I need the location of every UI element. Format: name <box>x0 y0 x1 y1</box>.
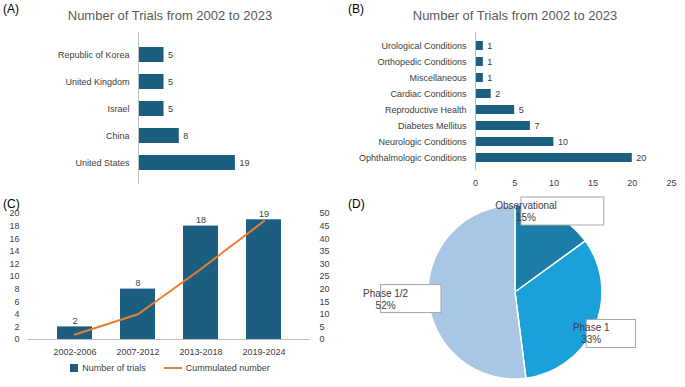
svg-text:Observational15%: Observational15% <box>495 200 557 223</box>
svg-text:25: 25 <box>666 178 676 188</box>
svg-text:14: 14 <box>9 246 19 256</box>
svg-text:18: 18 <box>196 215 206 225</box>
svg-text:1: 1 <box>487 73 492 83</box>
svg-text:Cardiac Conditions: Cardiac Conditions <box>390 89 467 99</box>
svg-text:8: 8 <box>14 284 19 294</box>
svg-text:8: 8 <box>183 131 188 141</box>
svg-text:Diabetes Mellitus: Diabetes Mellitus <box>398 121 467 131</box>
svg-text:25: 25 <box>320 271 330 281</box>
svg-text:10: 10 <box>558 137 568 147</box>
html-text:(C): (C) <box>3 197 20 211</box>
svg-text:2002-2006: 2002-2006 <box>53 347 96 357</box>
html-text:(D): (D) <box>348 197 365 211</box>
svg-text:0: 0 <box>14 334 19 344</box>
svg-text:Ophthalmologic Conditions: Ophthalmologic Conditions <box>359 153 467 163</box>
svg-text:16: 16 <box>9 234 19 244</box>
svg-text:0: 0 <box>320 334 325 344</box>
svg-text:10: 10 <box>549 178 559 188</box>
svg-text:5: 5 <box>168 104 173 114</box>
html-text:(B): (B) <box>348 2 364 16</box>
svg-text:2019-2024: 2019-2024 <box>242 347 285 357</box>
svg-text:50: 50 <box>320 208 330 218</box>
svg-text:6: 6 <box>14 297 19 307</box>
svg-text:20: 20 <box>636 153 646 163</box>
svg-text:2: 2 <box>72 316 77 326</box>
svg-text:Neurologic Conditions: Neurologic Conditions <box>378 137 467 147</box>
svg-text:5: 5 <box>168 77 173 87</box>
svg-text:Phase 133%: Phase 133% <box>573 322 610 345</box>
svg-text:19: 19 <box>259 209 269 219</box>
svg-text:5: 5 <box>320 322 325 332</box>
svg-text:United States: United States <box>75 158 130 168</box>
svg-text:Phase 1/252%: Phase 1/252% <box>363 288 408 311</box>
svg-text:Republic of Korea: Republic of Korea <box>58 50 130 60</box>
svg-text:18: 18 <box>9 221 19 231</box>
svg-text:20: 20 <box>627 178 637 188</box>
svg-text:15: 15 <box>320 297 330 307</box>
svg-text:40: 40 <box>320 234 330 244</box>
svg-text:5: 5 <box>168 50 173 60</box>
svg-text:5: 5 <box>519 105 524 115</box>
svg-text:2007-2012: 2007-2012 <box>116 347 159 357</box>
svg-text:20: 20 <box>9 208 19 218</box>
svg-text:45: 45 <box>320 221 330 231</box>
html-text:(A): (A) <box>3 2 19 16</box>
svg-text:2: 2 <box>14 322 19 332</box>
svg-text:19: 19 <box>239 158 249 168</box>
svg-text:10: 10 <box>9 271 19 281</box>
html-text:Number of trials: Number of trials <box>82 363 146 373</box>
svg-text:12: 12 <box>9 259 19 269</box>
svg-text:Israel: Israel <box>107 104 129 114</box>
svg-text:China: China <box>106 131 130 141</box>
html-text:Number of Trials from 2002 to: Number of Trials from 2002 to 2023 <box>67 8 273 23</box>
svg-text:Urological Conditions: Urological Conditions <box>381 41 467 51</box>
html-text:Number of Trials from 2002 to: Number of Trials from 2002 to 2023 <box>412 8 618 23</box>
html-text:Cummulated number: Cummulated number <box>185 363 270 373</box>
svg-text:0: 0 <box>473 178 478 188</box>
svg-text:1: 1 <box>487 41 492 51</box>
svg-text:2013-2018: 2013-2018 <box>179 347 222 357</box>
svg-text:10: 10 <box>320 309 330 319</box>
svg-text:Reproductive Health: Reproductive Health <box>385 105 467 115</box>
svg-text:30: 30 <box>320 259 330 269</box>
svg-text:4: 4 <box>14 309 19 319</box>
svg-text:7: 7 <box>534 121 539 131</box>
svg-text:Miscellaneous: Miscellaneous <box>409 73 467 83</box>
svg-text:15: 15 <box>588 178 598 188</box>
svg-text:35: 35 <box>320 246 330 256</box>
svg-text:8: 8 <box>135 278 140 288</box>
svg-text:United Kingdom: United Kingdom <box>65 77 129 87</box>
svg-text:1: 1 <box>487 57 492 67</box>
svg-text:20: 20 <box>320 284 330 294</box>
svg-text:2: 2 <box>495 89 500 99</box>
svg-text:5: 5 <box>512 178 517 188</box>
svg-text:Orthopedic Conditions: Orthopedic Conditions <box>377 57 467 67</box>
